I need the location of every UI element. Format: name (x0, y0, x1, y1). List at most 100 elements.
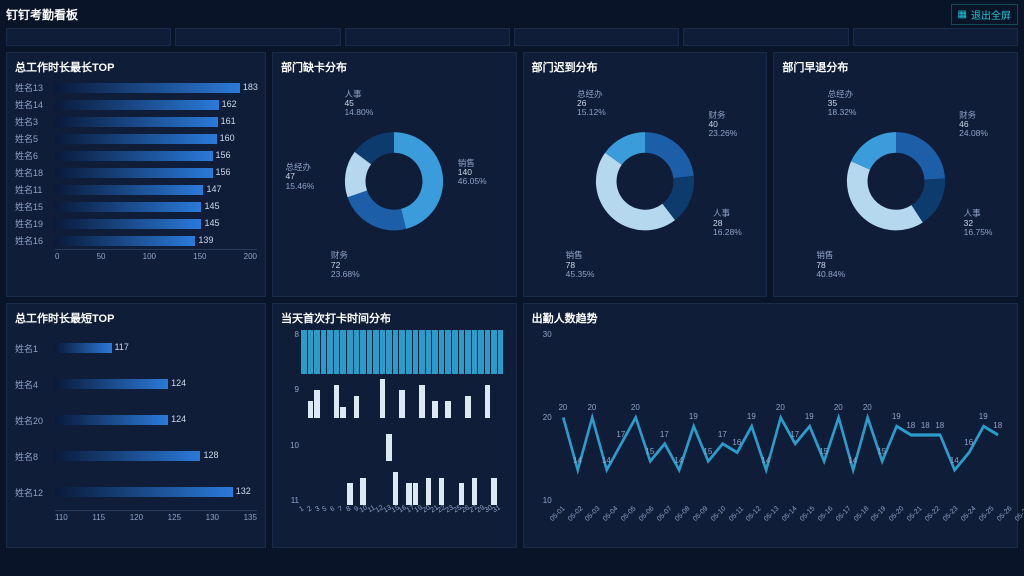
heat-cell (347, 483, 353, 505)
bar-fill (55, 236, 195, 246)
bar-label: 姓名8 (15, 450, 55, 463)
heat-cell (472, 478, 478, 505)
heat-cell (419, 330, 425, 374)
bar-value: 147 (206, 184, 221, 194)
heat-cell (380, 379, 386, 417)
bar-fill (55, 151, 213, 161)
bar-fill (55, 415, 168, 425)
late-arrival-donut: 财务4023.26%人事2816.28%销售7845.35%总经办2615.12… (532, 79, 759, 289)
tab-slot[interactable] (345, 28, 510, 46)
panel-title: 部门缺卡分布 (281, 59, 508, 75)
longest-hours-barchart: 姓名13183姓名14162姓名3161姓名5160姓名6156姓名18156姓… (15, 79, 257, 261)
bar-label: 姓名20 (15, 414, 55, 427)
heat-cell (386, 434, 392, 461)
donut-label: 财务4624.08% (959, 111, 988, 139)
tab-slot[interactable] (175, 28, 340, 46)
heat-cell (393, 330, 399, 374)
trend-point-label: 20 (863, 403, 872, 412)
heat-cell (314, 330, 320, 374)
heat-cell (380, 330, 386, 374)
trend-point-label: 17 (660, 430, 669, 439)
heat-cell (367, 330, 373, 374)
bar-value: 124 (171, 378, 186, 388)
heat-cell (445, 330, 451, 374)
heat-cell (491, 330, 497, 374)
tab-slot[interactable] (853, 28, 1018, 46)
trend-point-label: 15 (645, 447, 654, 456)
donut-label: 总经办2615.12% (577, 90, 606, 118)
trend-point-label: 18 (921, 421, 930, 430)
heat-cell (373, 330, 379, 374)
bar-value: 160 (220, 133, 235, 143)
donut-slice (596, 153, 675, 231)
trend-point-label: 16 (732, 438, 741, 447)
trend-point-label: 14 (602, 456, 611, 465)
donut-label: 财务7223.68% (331, 251, 360, 279)
donut-slice (645, 132, 694, 178)
exit-fullscreen-button[interactable]: ▦ 退出全屏 (951, 4, 1018, 25)
bar-label: 姓名5 (15, 132, 55, 145)
trend-point-label: 15 (877, 447, 886, 456)
bar-fill (55, 219, 201, 229)
bar-label: 姓名12 (15, 486, 55, 499)
trend-point-label: 20 (776, 403, 785, 412)
trend-point-label: 14 (848, 456, 857, 465)
trend-point-label: 19 (689, 412, 698, 421)
donut-label: 销售7840.84% (816, 251, 845, 279)
tab-slot[interactable] (6, 28, 171, 46)
heat-cell (439, 330, 445, 374)
bar-label: 姓名13 (15, 81, 55, 94)
panel-first-punch: 当天首次打卡时间分布 89101112356789101112131516171… (272, 303, 517, 548)
donut-slice (348, 191, 406, 231)
heat-cell (301, 330, 307, 374)
heat-cell (360, 330, 366, 374)
trend-point-label: 19 (979, 412, 988, 421)
panel-late-arrival: 部门迟到分布 财务4023.26%人事2816.28%销售7845.35%总经办… (523, 52, 768, 297)
panel-title: 部门早退分布 (782, 59, 1009, 75)
trend-point-label: 15 (703, 447, 712, 456)
bar-value: 139 (198, 235, 213, 245)
bar-fill (55, 451, 200, 461)
trend-point-label: 14 (950, 456, 959, 465)
heat-cell (406, 483, 412, 505)
bar-fill (55, 185, 203, 195)
heat-cell (340, 407, 346, 418)
heat-cell (327, 330, 333, 374)
trend-point-label: 18 (935, 421, 944, 430)
panel-shortest-hours: 总工作时长最短TOP 姓名1117姓名4124姓名20124姓名8128姓名12… (6, 303, 266, 548)
early-leave-donut: 财务4624.08%人事3216.75%销售7840.84%总经办3518.32… (782, 79, 1009, 289)
trend-point-label: 18 (906, 421, 915, 430)
heat-cell (308, 401, 314, 417)
bar-value: 162 (222, 99, 237, 109)
trend-point-label: 20 (631, 403, 640, 412)
tab-slot[interactable] (683, 28, 848, 46)
heat-cell (393, 472, 399, 505)
bar-fill (55, 379, 168, 389)
panel-title: 部门迟到分布 (532, 59, 759, 75)
first-punch-heatmap: 8910111235678910111213151617192021222325… (281, 330, 508, 525)
bar-fill (55, 83, 240, 93)
panel-title: 总工作时长最长TOP (15, 59, 257, 75)
missing-card-donut: 销售14046.05%财务7223.68%总经办4715.46%人事4514.8… (281, 79, 508, 289)
heat-cell (413, 330, 419, 374)
bar-value: 117 (115, 342, 129, 352)
heat-cell (354, 396, 360, 418)
donut-slice (847, 161, 923, 230)
heat-cell (399, 330, 405, 374)
panel-title: 总工作时长最短TOP (15, 310, 257, 326)
panel-attendance-trend: 出勤人数趋势 302010201420141720151714191517161… (523, 303, 1018, 548)
heat-cell (406, 330, 412, 374)
heat-cell (426, 330, 432, 374)
bar-fill (55, 487, 233, 497)
bar-label: 姓名6 (15, 149, 55, 162)
heat-cell (465, 330, 471, 374)
trend-point-label: 17 (790, 430, 799, 439)
tab-slot[interactable] (514, 28, 679, 46)
panel-missing-card: 部门缺卡分布 销售14046.05%财务7223.68%总经办4715.46%人… (272, 52, 517, 297)
heat-cell (419, 385, 425, 418)
page-title: 钉钉考勤看板 (6, 6, 78, 23)
heat-cell (360, 478, 366, 505)
trend-point-label: 16 (964, 438, 973, 447)
bar-label: 姓名15 (15, 200, 55, 213)
heat-cell (452, 330, 458, 374)
